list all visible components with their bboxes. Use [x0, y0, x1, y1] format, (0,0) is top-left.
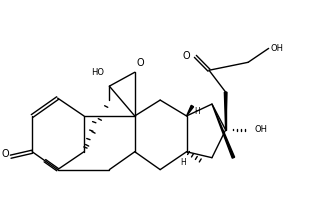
Text: H: H — [194, 107, 200, 117]
Polygon shape — [224, 92, 227, 130]
Text: H: H — [180, 158, 185, 167]
Text: O: O — [183, 51, 190, 61]
Text: O: O — [1, 149, 9, 159]
Text: OH: OH — [271, 44, 284, 53]
Text: HO: HO — [92, 68, 104, 77]
Text: O: O — [137, 58, 144, 68]
Text: OH: OH — [255, 125, 268, 134]
Polygon shape — [186, 105, 194, 116]
Polygon shape — [212, 104, 235, 158]
